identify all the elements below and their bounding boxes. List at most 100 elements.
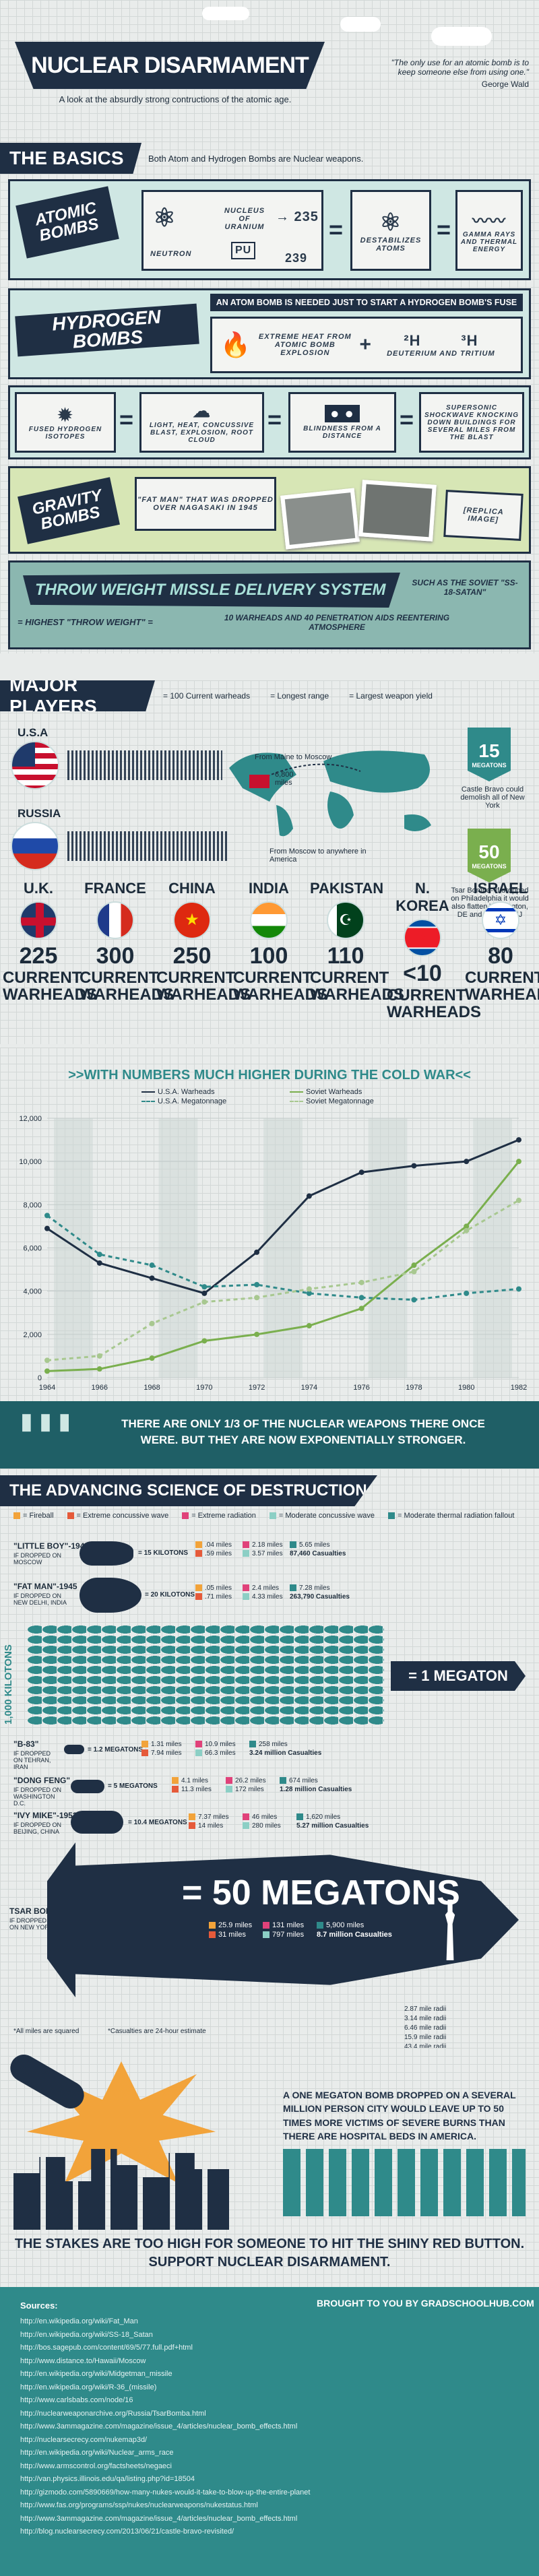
russia-label: RUSSIA — [18, 807, 61, 820]
dong-stats: 4.1 miles 26.2 miles 674 miles 11.3 mile… — [172, 1777, 455, 1793]
data-point — [96, 1260, 102, 1266]
series-line — [46, 1161, 520, 1372]
fire-icon: 🔥 — [220, 331, 251, 358]
brought-by: BROUGHT TO YOU BY GRADSCHOOLHUB.COM — [317, 2298, 534, 2309]
legend-item: = Extreme concussive wave — [67, 1512, 168, 1520]
legend-label: U.S.A. Megatonnage — [158, 1097, 227, 1105]
fat-man-bomb — [80, 1578, 141, 1613]
source-link[interactable]: http://gizmodo.com/5890669/how-many-nuke… — [20, 2488, 311, 2497]
deuterium-label: DEUTERIUM AND TRITIUM — [387, 350, 495, 358]
stat-concussive: .59 miles — [195, 1550, 243, 1557]
source-link[interactable]: http://en.wikipedia.org/wiki/Midgetman_m… — [20, 2370, 172, 2378]
country-count: 80 — [488, 943, 513, 969]
legend-item: U.S.A. Megatonnage — [141, 1097, 290, 1105]
source-link[interactable]: http://www.3ammagazine.com/magazine/issu… — [20, 2422, 298, 2430]
data-point — [201, 1284, 208, 1290]
source-link[interactable]: http://www.fas.org/programs/ssp/nukes/nu… — [20, 2501, 258, 2509]
science-heading-row: THE ADVANCING SCIENCE OF DESTRUCTION — [0, 1475, 377, 1506]
tsar-stats: 25.9 miles 131 miles 5,900 miles 31 mile… — [209, 1921, 411, 1939]
stat-moderate: 797 miles — [263, 1931, 317, 1939]
country-warheads-label: CURRENT WARHEADS — [233, 969, 328, 1004]
stat-thermal: 5,900 miles — [317, 1921, 411, 1929]
source-link[interactable]: http://bos.sagepub.com/content/69/5/77.f… — [20, 2344, 193, 2352]
legend-label: Soviet Megatonnage — [306, 1097, 374, 1105]
x-tick-label: 1966 — [92, 1384, 108, 1392]
data-point — [516, 1197, 521, 1203]
dong-bomb — [71, 1780, 104, 1793]
x-tick-label: 1976 — [353, 1384, 369, 1392]
little-boy-kilotons: = 15 KILOTONS — [138, 1549, 189, 1557]
source-link[interactable]: http://www.distance.to/Hawaii/Moscow — [20, 2356, 146, 2365]
legend-label: = Moderate concussive wave — [278, 1512, 375, 1520]
source-link[interactable]: http://www.3ammagazine.com/magazine/issu… — [20, 2514, 298, 2523]
source-link[interactable]: http://en.wikipedia.org/wiki/R-36_(missi… — [20, 2383, 157, 2391]
isotope-symbols: ²H ³H — [383, 332, 498, 350]
stat-extreme-radiation: 2.4 miles — [243, 1584, 290, 1592]
country-count: 250 — [172, 943, 212, 969]
world-map-svg — [229, 750, 431, 837]
tsar-sub: IF DROPPED ON NEW YORK — [9, 1917, 53, 1931]
stat-extreme-radiation: 2.18 miles — [243, 1541, 290, 1549]
series-line — [46, 1199, 519, 1361]
header-section: NUCLEAR DISARMAMENT A look at the absurd… — [0, 0, 539, 141]
basics-heading: THE BASICS — [0, 143, 141, 174]
closing-text: A ONE MEGATON BOMB DROPPED ON A SEVERAL … — [283, 2090, 516, 2142]
legend-item: Soviet Megatonnage — [290, 1097, 438, 1105]
source-link[interactable]: http://en.wikipedia.org/wiki/Fat_Man — [20, 2317, 138, 2325]
destabilizes-box: ⚛ DESTABILIZES ATOMS — [350, 190, 431, 271]
legend-swatch — [290, 1091, 303, 1093]
plus-sign: + — [358, 333, 372, 356]
equals-sign: = — [400, 406, 414, 433]
stat-moderate: 3.57 miles — [243, 1550, 290, 1557]
source-link[interactable]: http://www.armscontrol.org/factsheets/ne… — [20, 2461, 172, 2470]
country-uk: U.K. 225 CURRENT WARHEADS — [3, 880, 97, 1003]
dong-sub: IF DROPPED ON WASHINGTON D.C. — [13, 1786, 62, 1807]
stat-concussive: 7.94 miles — [141, 1749, 195, 1757]
stat-casualties: 8.7 million Casualties — [317, 1931, 392, 1939]
country-north-korea: N. KOREA ★ <10 CURRENT WARHEADS — [387, 880, 482, 1022]
y-tick-label: 2,000 — [23, 1331, 42, 1339]
data-point — [306, 1323, 312, 1328]
data-point — [358, 1306, 364, 1312]
country-name: N. KOREA — [395, 880, 449, 914]
source-link[interactable]: http://en.wikipedia.org/wiki/Nuclear_arm… — [20, 2449, 174, 2457]
source-link[interactable]: http://en.wikipedia.org/wiki/SS-18_Satan — [20, 2330, 153, 2339]
one-megaton-badge: = 1 MEGATON — [391, 1661, 526, 1691]
source-link[interactable]: http://nuclearsecrecy.com/nukemap3d/ — [20, 2435, 148, 2444]
usa-warhead-bars — [67, 750, 222, 780]
country-warheads-label: CURRENT WARHEADS — [387, 986, 482, 1022]
fat-man-stats: .05 miles 2.4 miles 7.28 miles .71 miles… — [195, 1584, 478, 1601]
stat-fireball: 25.9 miles — [209, 1921, 263, 1929]
source-link[interactable]: http://van.physics.illinois.edu/qa/listi… — [20, 2475, 195, 2483]
country-name: INDIA — [249, 880, 289, 897]
country-china: CHINA ★ 250 CURRENT WARHEADS — [156, 880, 251, 1003]
stat-moderate: 172 miles — [226, 1786, 280, 1793]
one-third-banner: ▮ ▮ ▮ THERE ARE ONLY 1/3 OF THE NUCLEAR … — [0, 1401, 539, 1469]
x-tick-label: 1972 — [249, 1384, 265, 1392]
stat-fireball: .05 miles — [195, 1584, 243, 1592]
basics-section: THE BASICS Both Atom and Hydrogen Bombs … — [0, 141, 539, 653]
country-name: U.K. — [24, 880, 53, 897]
legend-label: = Moderate thermal radiation fallout — [398, 1512, 515, 1520]
b83-name: "B-83" — [13, 1739, 39, 1749]
source-link[interactable]: http://www.carlsbabs.com/node/16 — [20, 2396, 133, 2404]
stakes-text: THE STAKES ARE TOO HIGH FOR SOMEONE TO H… — [0, 2236, 539, 2270]
data-point — [516, 1137, 521, 1143]
y-tick-label: 6,000 — [23, 1245, 42, 1253]
country-count: <10 — [403, 961, 442, 986]
note-squared: *All miles are squared — [13, 2028, 80, 2035]
warheads-reentry: 10 WARHEADS AND 40 PENETRATION AIDS REEN… — [224, 613, 450, 632]
legend-swatch — [269, 1512, 276, 1520]
source-link[interactable]: http://blog.nuclearsecrecy.com/2013/06/2… — [20, 2527, 234, 2536]
note-24-hour: *Casualties are 24-hour estimate — [108, 2028, 206, 2035]
stat-fireball: 4.1 miles — [172, 1777, 226, 1784]
tsar-mt: = 50 MEGATONS — [182, 1873, 460, 1912]
closing-section: A ONE MEGATON BOMB DROPPED ON A SEVERAL … — [0, 2048, 539, 2287]
stat-concussive: .71 miles — [195, 1593, 243, 1601]
maine-label: From Maine to Moscow — [255, 753, 332, 761]
page-title: NUCLEAR DISARMAMENT — [31, 52, 309, 78]
throw-weight-label: THROW WEIGHT MISSLE DELIVERY SYSTEM — [23, 573, 400, 608]
legend-item: = Extreme radiation — [182, 1512, 256, 1520]
legend-swatch — [141, 1091, 155, 1093]
source-link[interactable]: http://nuclearweaponarchive.org/Russia/T… — [20, 2409, 206, 2418]
